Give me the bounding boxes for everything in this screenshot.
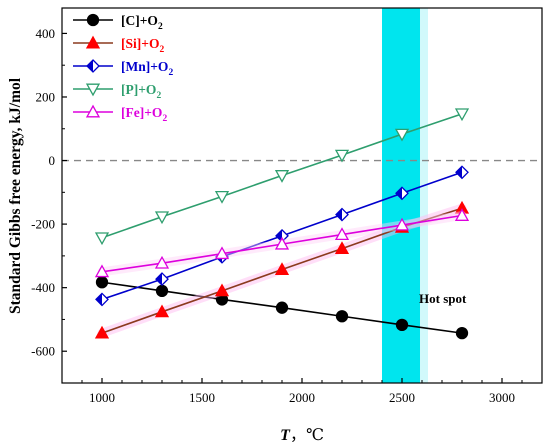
- y-tick-label: 200: [36, 89, 56, 104]
- data-point-c-o: [95, 276, 109, 289]
- x-axis-label: T，℃: [280, 427, 324, 444]
- legend-marker-mn-o: [86, 59, 100, 73]
- data-point-fe-o: [274, 236, 290, 250]
- data-point-c-o: [155, 284, 169, 297]
- legend-item-c-o: [C]+O2: [73, 13, 163, 32]
- data-point-p-o: [394, 128, 410, 142]
- data-point-c-o: [275, 301, 289, 314]
- data-point-p-o: [94, 232, 110, 246]
- legend-item-mn-o: [Mn]+O2: [73, 59, 173, 78]
- data-point-fe-o: [154, 255, 170, 269]
- legend-marker-c-o: [86, 13, 100, 27]
- data-point-mn-o: [335, 207, 349, 222]
- legend-subscript: 2: [159, 45, 164, 55]
- data-point-p-o: [214, 191, 230, 204]
- data-point-si-o: [274, 262, 290, 275]
- y-tick-label: -200: [31, 217, 55, 232]
- data-point-p-o: [454, 108, 470, 122]
- legend-label-c-o: [C]+O2: [121, 13, 163, 32]
- x-tick-label: 2000: [289, 390, 315, 405]
- legend-item-si-o: [Si]+O2: [73, 35, 164, 55]
- data-point-fe-o: [214, 246, 230, 260]
- data-point-fe-o: [334, 227, 350, 241]
- legend-item-p-o: [P]+O2: [73, 82, 161, 101]
- data-point-c-o: [455, 326, 469, 340]
- y-axis-label: Standard Gibbs free energy, kJ/mol: [7, 77, 24, 314]
- x-tick-label: 1000: [89, 390, 115, 405]
- y-tick-label: 400: [36, 26, 56, 41]
- x-tick-label: 2500: [389, 390, 415, 405]
- data-point-mn-o: [95, 292, 109, 307]
- y-tick-label: -400: [31, 280, 55, 295]
- legend-label-mn-o: [Mn]+O2: [121, 59, 173, 78]
- x-axis-unit: ，℃: [290, 427, 324, 444]
- y-tick-label: -600: [31, 344, 55, 359]
- legend-label-si-o: [Si]+O2: [121, 36, 164, 55]
- series-fe-o: [94, 208, 470, 278]
- data-point-mn-o: [395, 186, 409, 201]
- data-point-fe-o: [394, 217, 410, 231]
- data-point-si-o: [94, 325, 110, 339]
- x-axis-symbol: T: [280, 427, 291, 444]
- data-point-fe-o: [94, 264, 110, 278]
- legend-marker-p-o: [85, 83, 101, 97]
- legend-subscript: 2: [162, 114, 167, 124]
- data-point-si-o: [334, 241, 350, 255]
- x-tick-label: 1500: [189, 390, 215, 405]
- series-c-o: [95, 276, 469, 340]
- legend-label-p-o: [P]+O2: [121, 82, 161, 101]
- legend-marker-fe-o: [85, 104, 101, 118]
- series-mn-o: [95, 165, 469, 307]
- legend-label-fe-o: [Fe]+O2: [121, 105, 167, 124]
- legend-marker-si-o: [85, 35, 101, 49]
- data-point-mn-o: [155, 272, 169, 286]
- data-point-p-o: [334, 149, 350, 163]
- x-tick-label: 3000: [489, 390, 515, 405]
- data-point-c-o: [335, 310, 349, 323]
- plot-content: [62, 8, 542, 383]
- data-point-si-o: [154, 304, 170, 318]
- data-point-mn-o: [455, 165, 469, 180]
- legend-item-fe-o: [Fe]+O2: [73, 104, 167, 124]
- legend-subscript: 2: [168, 68, 173, 78]
- data-point-fe-o: [454, 208, 470, 221]
- data-point-p-o: [154, 211, 170, 225]
- legend-subscript: 2: [158, 22, 163, 32]
- series-p-o: [94, 108, 470, 246]
- data-point-p-o: [274, 170, 290, 183]
- y-tick-label: 0: [49, 153, 56, 168]
- legend: [C]+O2 [Si]+O2 [Mn]+O2 [P]+O2 [Fe]+O2: [73, 13, 173, 124]
- data-point-c-o: [395, 318, 409, 331]
- data-point-si-o: [214, 283, 230, 297]
- hot-spot-label: Hot spot: [419, 291, 467, 306]
- legend-subscript: 2: [156, 91, 161, 101]
